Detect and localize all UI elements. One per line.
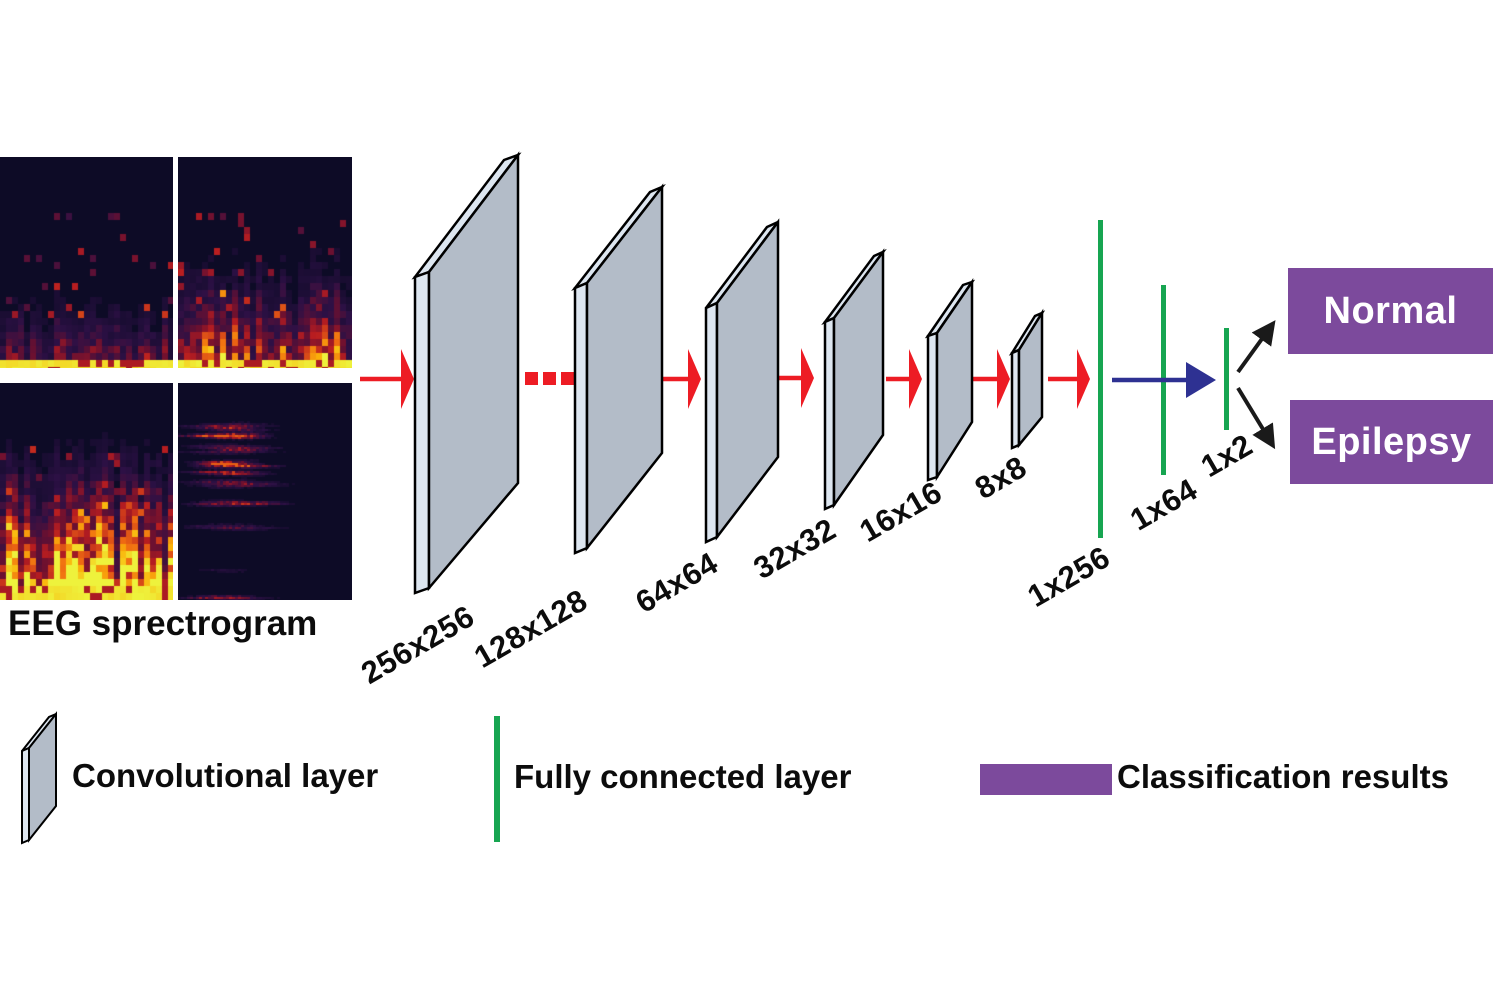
black-arrow-to-epilepsy (1236, 386, 1276, 450)
class-box-normal: Normal (1288, 268, 1493, 354)
class-label-normal: Normal (1323, 289, 1458, 332)
conv-layer-slab-5 (924, 277, 976, 482)
red-arrow-conv5-to-conv6 (968, 349, 1010, 409)
class-label-epilepsy: Epilepsy (1311, 420, 1472, 463)
black-arrow-to-normal (1236, 320, 1276, 374)
legend-conv-label: Convolutional layer (72, 757, 379, 794)
fc-layer-line-1x256 (1098, 220, 1103, 538)
class-box-epilepsy: Epilepsy (1290, 400, 1493, 484)
conv-layer-slab-4 (821, 248, 887, 511)
eeg-spectrogram-bottom-right (178, 383, 352, 600)
eeg-spectrogram-top-right (178, 157, 352, 368)
red-arrow-conv2-to-conv3 (657, 349, 701, 409)
red-arrow-input-to-conv1 (360, 349, 414, 409)
red-ellipsis-dots (525, 372, 574, 385)
legend-conv-layer-icon (21, 711, 57, 845)
red-arrow-conv3-to-conv4 (776, 348, 814, 408)
fc-layer-line-1x2 (1224, 328, 1229, 430)
conv-layer-slab-1 (411, 151, 522, 595)
eeg-spectrogram-top-left (0, 157, 173, 368)
red-arrow-conv4-to-conv5 (886, 349, 922, 409)
blue-arrow-fc1-to-fc2 (1112, 362, 1216, 398)
conv-layer-slab-6 (1008, 308, 1046, 450)
legend-fc-line-icon (494, 716, 500, 842)
conv-layer-slab-3 (704, 218, 780, 544)
legend-class-label: Classification results (1117, 758, 1449, 795)
red-arrow-conv6-to-fc1 (1048, 349, 1090, 409)
conv-layer-slab-2 (571, 183, 666, 555)
legend-class-swatch-icon (980, 764, 1112, 795)
eeg-spectrogram-bottom-left (0, 383, 173, 600)
legend-fc-label: Fully connected layer (514, 758, 852, 795)
eeg-spectrogram-caption: EEG sprectrogram (8, 604, 318, 643)
